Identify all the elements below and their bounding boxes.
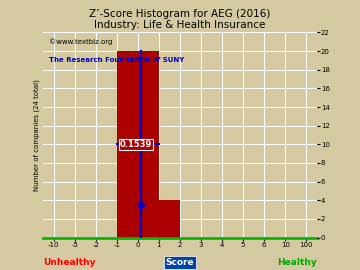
Bar	[159, 200, 180, 238]
Text: The Research Foundation of SUNY: The Research Foundation of SUNY	[49, 57, 184, 63]
Text: 0.1539: 0.1539	[120, 140, 152, 149]
Text: Score: Score	[166, 258, 194, 267]
Y-axis label: Number of companies (24 total): Number of companies (24 total)	[34, 79, 40, 191]
Bar	[117, 51, 159, 238]
Title: Z’-Score Histogram for AEG (2016)
Industry: Life & Health Insurance: Z’-Score Histogram for AEG (2016) Indust…	[89, 9, 271, 30]
Text: ©www.textbiz.org: ©www.textbiz.org	[49, 39, 112, 45]
Text: Unhealthy: Unhealthy	[43, 258, 96, 267]
Text: Healthy: Healthy	[277, 258, 317, 267]
